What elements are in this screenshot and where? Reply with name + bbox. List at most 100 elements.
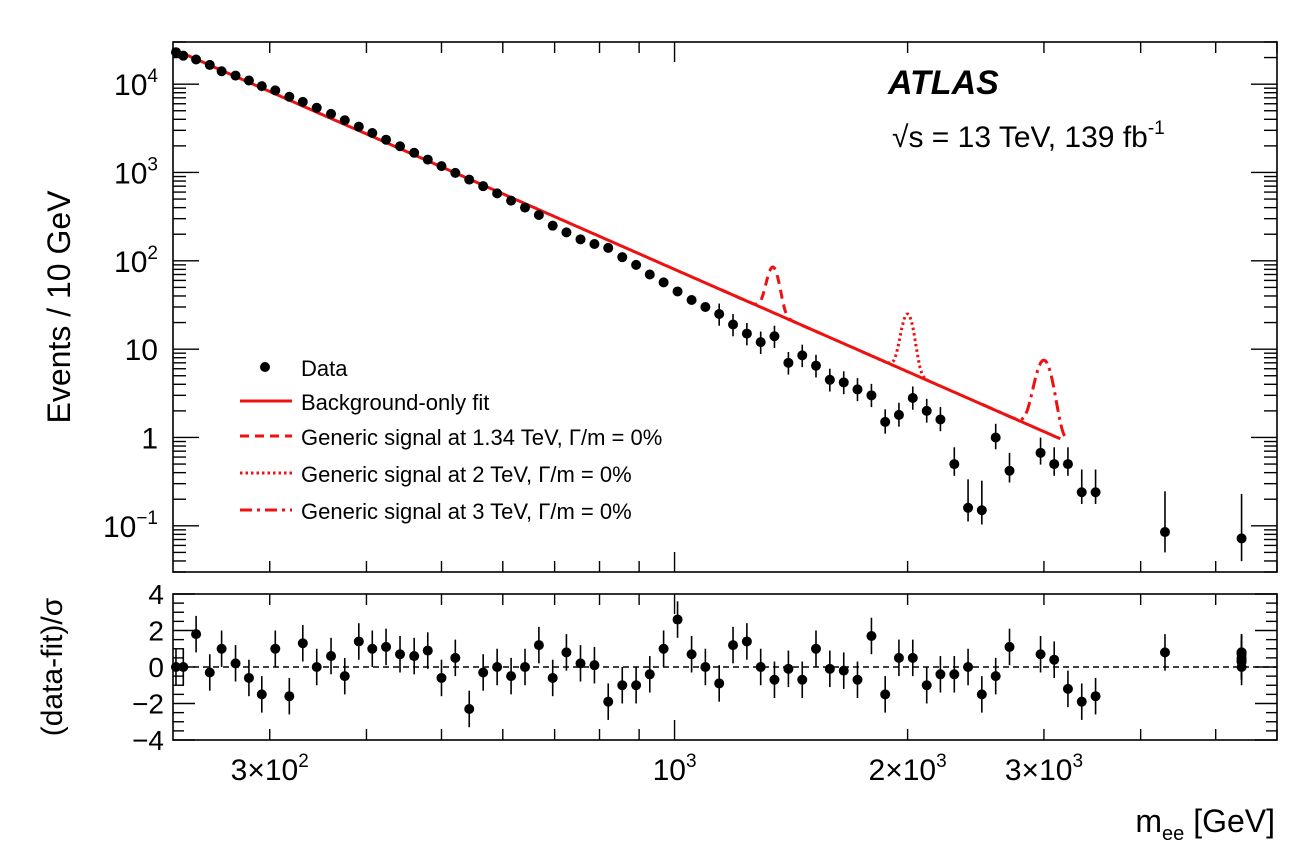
data-point [561, 227, 572, 238]
data-point [297, 96, 308, 107]
y-tick-label: 102 [114, 243, 158, 279]
data-point [204, 59, 215, 70]
ratio-point [728, 640, 739, 651]
x-tick-label-base: 2×10 [869, 754, 937, 787]
ratio-point [547, 672, 558, 683]
ratio-point [741, 636, 752, 647]
data-point [520, 202, 531, 213]
data-point [243, 75, 254, 86]
x-tick-label: 2×103 [869, 751, 947, 787]
data-point [1035, 447, 1046, 458]
y-tick-label: 104 [114, 66, 158, 102]
data-point [797, 350, 808, 361]
legend-entry-1: Data [260, 356, 348, 381]
ratio-point [963, 662, 974, 672]
data-point [178, 50, 189, 61]
ratio-point [1090, 691, 1101, 702]
x-tick-label: 3×103 [1005, 751, 1083, 787]
data-point [284, 91, 295, 102]
energy-lumi-sup: -1 [1148, 118, 1165, 139]
data-point [921, 405, 932, 416]
ratio-y-axis-title: (data-fit)/σ [36, 597, 69, 736]
ratio-point [478, 667, 489, 678]
legend-entry-2: Background-only fit [240, 390, 489, 415]
x-tick-label-exp: 3 [686, 751, 697, 772]
data-point [644, 269, 655, 280]
y-tick-label: 103 [114, 154, 158, 190]
data-point [1004, 465, 1015, 476]
ratio-point [464, 703, 475, 714]
signal-curve-2 [862, 312, 933, 384]
data-point [1062, 459, 1073, 470]
x-axis-title-main: m [1135, 803, 1162, 839]
data-point [191, 54, 202, 65]
ratio-point [326, 651, 337, 662]
data-point [658, 277, 669, 288]
data-point [395, 141, 406, 152]
ratio-point [824, 663, 835, 674]
ratio-point [935, 669, 946, 680]
x-tick-label-exp: 2 [298, 751, 309, 772]
x-axis-title-sub: ee [1162, 823, 1184, 845]
ratio-point [589, 660, 600, 671]
y-tick-label-base: 10 [114, 246, 147, 279]
ratio-point [178, 662, 189, 672]
energy-lumi-label: √s = 13 TeV, 139 fb-1 [892, 118, 1165, 154]
ratio-point [204, 667, 215, 678]
ratio-point [575, 658, 586, 669]
x-tick-label-exp: 3 [936, 751, 947, 772]
data-point [838, 377, 849, 388]
ratio-point [256, 689, 267, 700]
atlas-label: ATLAS [887, 64, 999, 102]
ratio-point [561, 647, 572, 658]
y-tick-label-exp: 2 [147, 243, 158, 264]
x-tick-label-base: 3×10 [1005, 754, 1073, 787]
data-point [353, 121, 364, 132]
ratio-point [311, 662, 322, 672]
ratio-point [1049, 654, 1060, 665]
data-point [810, 360, 821, 371]
ratio-point [714, 678, 725, 689]
data-point [769, 331, 780, 342]
ratio-point [492, 662, 503, 672]
ratio-point [1004, 641, 1015, 652]
ratio-point [297, 638, 308, 649]
y-tick-label-exp: 4 [147, 66, 158, 87]
legend-label: Background-only fit [301, 390, 489, 415]
x-axis-title: mee [GeV] [1135, 803, 1275, 845]
y-tick-label-base: 10 [125, 334, 158, 367]
ratio-point [170, 662, 181, 672]
data-point [216, 66, 227, 77]
ratio-point [270, 643, 281, 654]
y-tick-label: 10−1 [103, 508, 158, 544]
ratio-point [409, 651, 420, 662]
data-point [603, 242, 614, 253]
y-tick-label: 10 [125, 334, 158, 367]
ratio-y-tick-label: 2 [148, 616, 164, 647]
ratio-point [907, 652, 918, 663]
data-point [311, 102, 322, 113]
data-point [492, 188, 503, 199]
data-point [575, 234, 586, 245]
ratio-point [243, 672, 254, 683]
data-point [367, 127, 378, 138]
data-point [409, 147, 420, 158]
ratio-y-tick-label: 0 [148, 652, 164, 683]
ratio-point [866, 630, 877, 641]
ratio-point [450, 652, 461, 663]
y-axis-title: Events / 10 GeV [41, 190, 77, 424]
ratio-point [838, 665, 849, 676]
ratio-point [617, 680, 628, 691]
y-tick-label-exp: −1 [136, 508, 158, 529]
y-tick-label-base: 10 [114, 69, 147, 102]
legend-label: Data [301, 356, 348, 381]
ratio-point [506, 671, 517, 682]
y-tick-label-base: 10 [103, 511, 136, 544]
ratio-point [1035, 649, 1046, 660]
legend-entry-3: Generic signal at 1.34 TeV, Γ/m = 0% [240, 425, 662, 450]
ratio-point [686, 649, 697, 660]
ratio-point [603, 696, 614, 707]
data-point [1076, 487, 1087, 498]
ratio-point [700, 662, 711, 672]
